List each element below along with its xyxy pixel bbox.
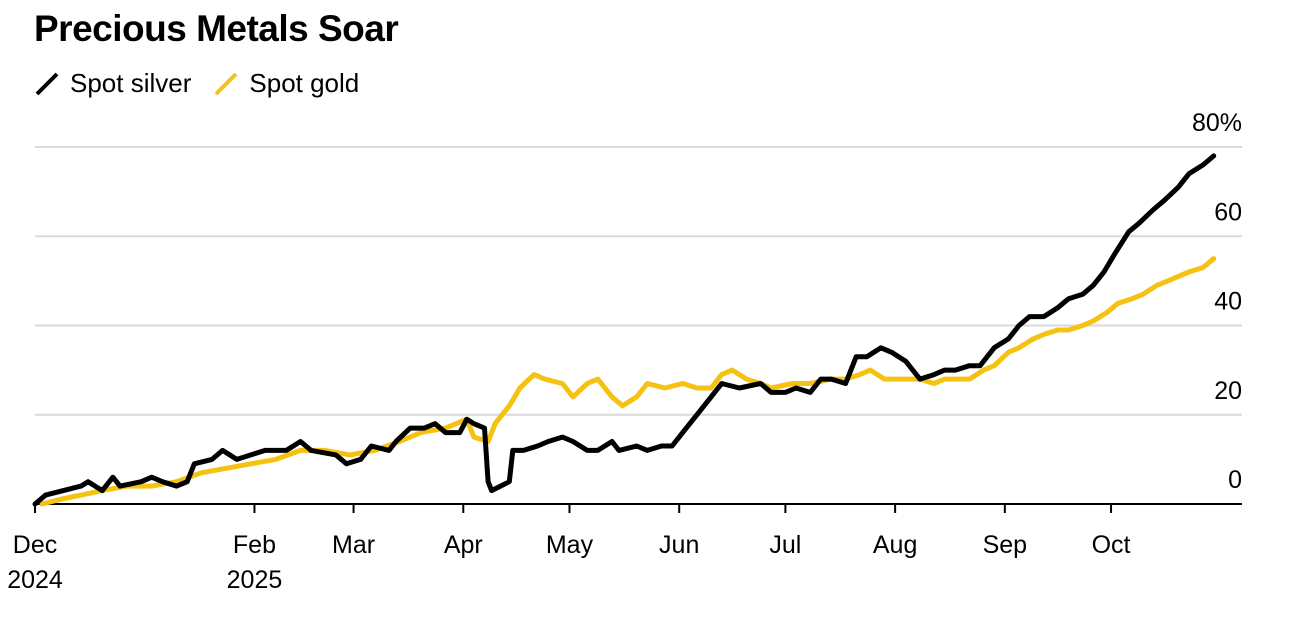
x-tick-label: 2025 bbox=[227, 566, 283, 594]
x-tick-label: Feb bbox=[233, 531, 276, 559]
y-tick-label: 0 bbox=[1228, 466, 1242, 494]
y-tick-label: 80% bbox=[1192, 109, 1242, 137]
legend-swatch-silver bbox=[35, 72, 59, 95]
legend-item-gold: Spot gold bbox=[213, 68, 359, 99]
x-axis-labels: Dec 2024 Feb 2025 Mar Apr May Jun Jul Aug Sep Oct bbox=[7, 531, 1130, 594]
x-tick-label: Aug bbox=[873, 531, 917, 559]
x-tick-label: Apr bbox=[444, 531, 483, 559]
legend-label-gold: Spot gold bbox=[249, 68, 360, 98]
y-tick-label: 20 bbox=[1214, 377, 1242, 405]
grid-layer bbox=[35, 146, 1242, 416]
legend: Spot silver Spot gold bbox=[34, 68, 381, 99]
x-tick-label: Sep bbox=[983, 531, 1027, 559]
y-axis-labels: 80% 60 40 20 0 bbox=[1192, 109, 1242, 494]
x-tick-label: May bbox=[546, 531, 594, 559]
x-tick-label: Oct bbox=[1092, 531, 1131, 559]
x-axis bbox=[34, 503, 1242, 513]
series-line-spot-gold bbox=[39, 256, 1217, 507]
legend-item-silver: Spot silver bbox=[34, 68, 191, 99]
series-line-spot-silver bbox=[32, 153, 1217, 507]
y-tick-label: 40 bbox=[1214, 288, 1242, 316]
x-tick-label: Mar bbox=[332, 531, 375, 559]
x-tick-label: Dec bbox=[13, 531, 57, 559]
x-tick-label: Jun bbox=[659, 531, 699, 559]
x-tick-label: 2024 bbox=[7, 566, 63, 594]
chart-title: Precious Metals Soar bbox=[34, 8, 399, 49]
y-tick-label: 60 bbox=[1214, 198, 1242, 226]
x-tick-label: Jul bbox=[769, 531, 801, 559]
legend-label-silver: Spot silver bbox=[70, 68, 192, 98]
legend-swatch-gold bbox=[214, 72, 238, 95]
series-layer bbox=[32, 153, 1217, 507]
